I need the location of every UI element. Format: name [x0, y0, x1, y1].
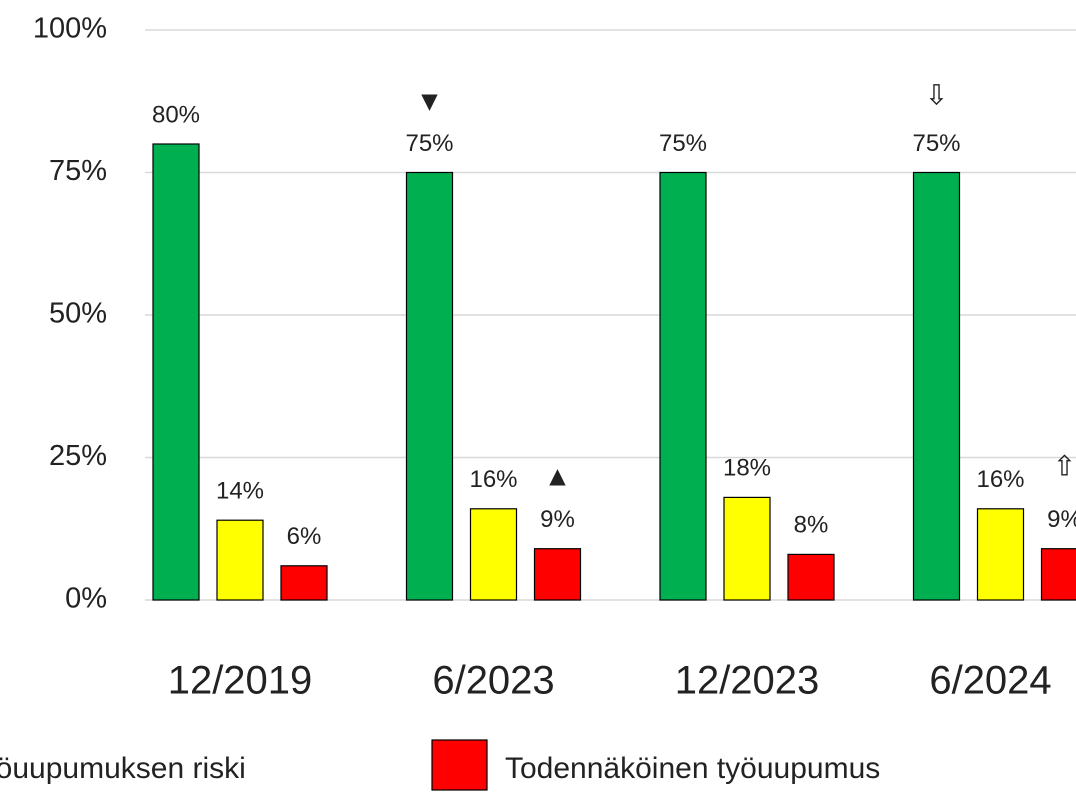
legend-label: Työuupumuksen riski [0, 752, 246, 785]
data-label: 9% [1047, 506, 1076, 533]
x-tick-label: 12/2019 [168, 659, 313, 703]
data-label: 80% [152, 101, 200, 128]
x-tick-label: 12/2023 [675, 659, 820, 703]
data-label: 75% [659, 130, 707, 157]
data-label: 75% [405, 130, 453, 157]
bar [469, 508, 518, 601]
y-tick-label: 25% [49, 440, 107, 472]
bar [533, 548, 582, 601]
annotation: ▼ [416, 85, 444, 116]
x-tick-label: 6/2024 [929, 659, 1051, 703]
y-tick-label: 75% [49, 155, 107, 187]
data-label: 14% [216, 478, 264, 505]
bar [659, 171, 707, 601]
bar [216, 519, 264, 601]
y-tick-label: 0% [65, 583, 107, 615]
annotation: ⇩ [925, 79, 948, 110]
data-label: 16% [469, 466, 517, 493]
data-label: 75% [912, 130, 960, 157]
y-tick-label: 50% [49, 298, 107, 330]
bar [405, 171, 454, 601]
data-label: 9% [540, 506, 575, 533]
data-label: 16% [976, 466, 1024, 493]
bar [723, 496, 771, 601]
annotation: ⇧ [1053, 450, 1076, 481]
data-label: 6% [287, 523, 322, 550]
bar [1040, 548, 1076, 601]
legend-swatch [431, 739, 488, 791]
y-tick-label: 100% [33, 13, 107, 45]
data-label: 18% [723, 455, 771, 482]
annotation: ▲ [544, 460, 572, 491]
bar [787, 553, 835, 601]
bar [976, 508, 1025, 601]
bar [912, 171, 961, 601]
bar [152, 143, 200, 601]
bar [280, 565, 328, 601]
legend-label: Todennäköinen työuupumus [505, 752, 880, 785]
x-tick-label: 6/2023 [432, 659, 554, 703]
data-label: 8% [794, 512, 829, 539]
